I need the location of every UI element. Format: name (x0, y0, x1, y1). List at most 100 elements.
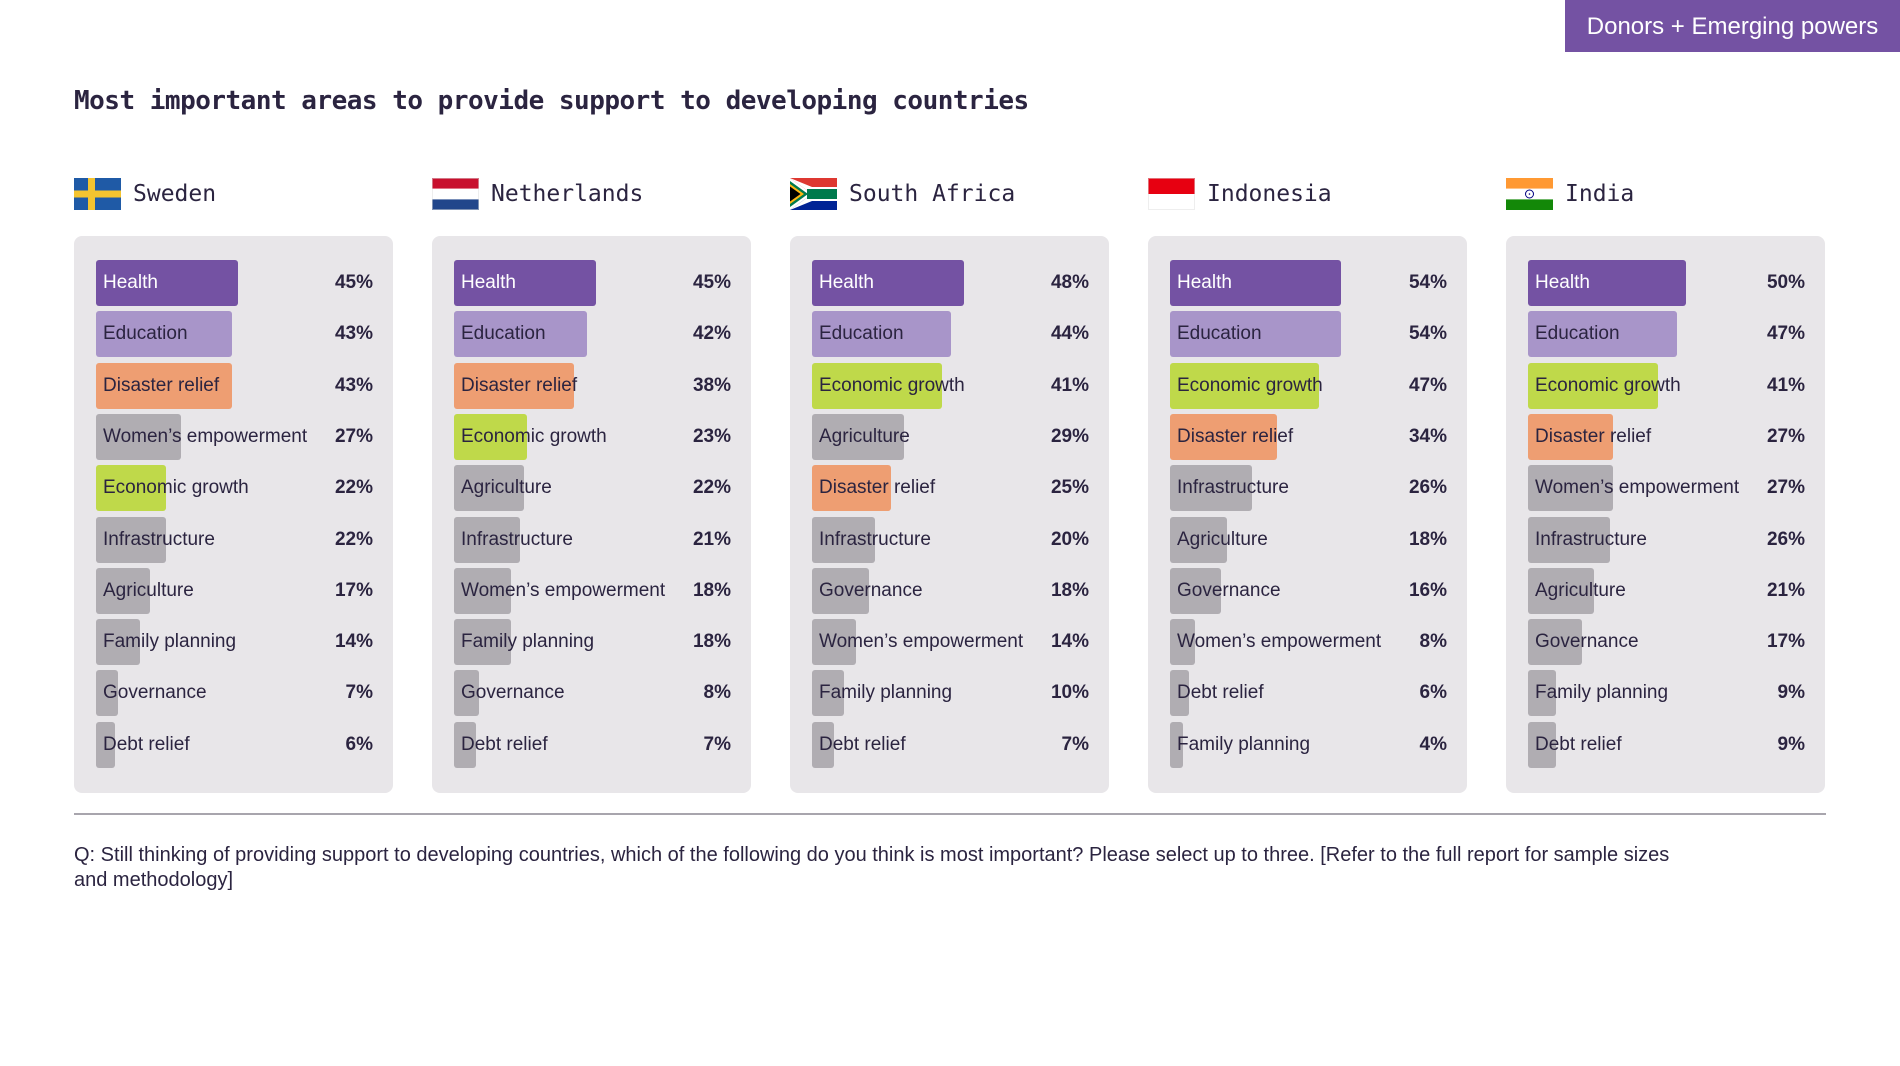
bar-women-s-empowerment (1170, 619, 1196, 666)
bar-education (1170, 311, 1341, 358)
bar-row: Agriculture 21% (1528, 567, 1805, 614)
bar-row: Health 54% (1170, 260, 1447, 306)
bar-women-s-empowerment (454, 567, 511, 614)
bar-agriculture (454, 465, 524, 512)
bar-family-planning (812, 670, 844, 717)
bar-value-label: 7% (703, 733, 731, 755)
bar-value-label: 7% (345, 682, 373, 704)
bar-row: Agriculture 17% (96, 567, 373, 614)
bar-governance (1528, 619, 1582, 666)
bar-agriculture (1528, 567, 1595, 614)
bar-row: Health 45% (454, 260, 731, 306)
bar-health (1528, 260, 1686, 306)
bar-value-label: 45% (692, 272, 731, 293)
sweden-header: Sweden (74, 176, 216, 212)
bar-label: Infrastructure (1535, 528, 1647, 550)
bar-row: Disaster relief 38% (454, 362, 731, 409)
bar-row: Governance 16% (1170, 567, 1447, 614)
bar-label: Infrastructure (819, 528, 931, 550)
bar-infrastructure (454, 516, 521, 563)
bar-label: Debt relief (819, 733, 906, 755)
bar-label: Health (461, 272, 516, 293)
bar-label: Governance (1535, 631, 1639, 653)
bar-label: Economic growth (1535, 374, 1681, 396)
bar-row: Health 45% (96, 260, 373, 306)
bar-row: Disaster relief 27% (1528, 413, 1805, 460)
bar-debt-relief (812, 721, 835, 768)
bar-value-label: 47% (1766, 323, 1805, 345)
bar-label: Health (1177, 272, 1232, 293)
bar-row: Economic growth 23% (454, 413, 731, 460)
bar-row: Disaster relief 25% (812, 465, 1089, 512)
netherlands-header: Netherlands (432, 176, 643, 212)
bar-row: Economic growth 41% (1528, 362, 1805, 409)
bar-women-s-empowerment (812, 619, 857, 666)
bar-value-label: 4% (1419, 733, 1447, 755)
bar-debt-relief (454, 721, 477, 768)
netherlands-flag-icon (432, 178, 479, 210)
bar-row: Agriculture 29% (812, 413, 1089, 460)
indonesia-flag-icon (1148, 178, 1195, 210)
bar-value-label: 8% (703, 682, 731, 704)
bar-debt-relief (1170, 670, 1189, 717)
bar-row: Infrastructure 26% (1170, 465, 1447, 512)
bar-row: Economic growth 22% (96, 465, 373, 512)
bar-row: Governance 17% (1528, 619, 1805, 666)
bar-debt-relief (1528, 721, 1557, 768)
bar-value-label: 16% (1408, 579, 1447, 601)
bar-value-label: 47% (1408, 374, 1447, 396)
india-title: India (1565, 181, 1635, 207)
bar-row: Family planning 4% (1170, 721, 1447, 768)
bar-label: Economic growth (819, 374, 965, 396)
bar-label: Debt relief (461, 733, 548, 755)
bar-label: Women’s empowerment (103, 425, 308, 447)
bar-row: Debt relief 6% (96, 721, 373, 768)
bar-label: Economic growth (103, 477, 249, 499)
bar-value-label: 17% (334, 579, 373, 601)
bar-label: Education (819, 323, 904, 345)
bar-value-label: 26% (1766, 528, 1805, 550)
indonesia-chart-panel: Health 54% Education 54% Economic growth 47% D… (1148, 236, 1467, 793)
bar-value-label: 23% (692, 425, 731, 447)
bar-value-label: 41% (1050, 374, 1089, 396)
bar-value-label: 17% (1766, 631, 1805, 653)
bar-health (454, 260, 597, 306)
bar-row: Economic growth 47% (1170, 362, 1447, 409)
bar-label: Women’s empowerment (1535, 477, 1740, 499)
bar-value-label: 42% (692, 323, 731, 345)
south-africa-header: South Africa (790, 176, 1015, 212)
bar-disaster-relief (1528, 413, 1614, 460)
bar-value-label: 6% (345, 733, 373, 755)
bar-row: Women’s empowerment 8% (1170, 619, 1447, 666)
bar-row: Education 42% (454, 311, 731, 358)
bar-label: Agriculture (819, 425, 910, 447)
bar-disaster-relief (96, 362, 232, 409)
bar-label: Disaster relief (1535, 425, 1652, 447)
bar-label: Infrastructure (103, 528, 215, 550)
bar-value-label: 14% (1050, 631, 1089, 653)
bar-value-label: 27% (1766, 425, 1805, 447)
bar-row: Education 44% (812, 311, 1089, 358)
bar-health (96, 260, 239, 306)
bar-row: Infrastructure 20% (812, 516, 1089, 563)
bar-economic-growth (1170, 362, 1319, 409)
bar-women-s-empowerment (1528, 465, 1614, 512)
bar-disaster-relief (454, 362, 575, 409)
divider (74, 813, 1826, 815)
bar-economic-growth (454, 413, 527, 460)
bar-family-planning (454, 619, 511, 666)
bar-value-label: 43% (334, 374, 373, 396)
bar-family-planning (96, 619, 141, 666)
bar-label: Governance (1177, 579, 1281, 601)
bar-label: Family planning (1535, 682, 1669, 704)
indonesia-header: Indonesia (1148, 176, 1332, 212)
bar-economic-growth (96, 465, 166, 512)
bar-agriculture (96, 567, 150, 614)
bar-label: Women’s empowerment (1177, 631, 1382, 653)
bar-agriculture (812, 413, 904, 460)
bar-label: Agriculture (1535, 579, 1626, 601)
india-flag-icon (1506, 178, 1553, 210)
bar-women-s-empowerment (96, 413, 182, 460)
bar-economic-growth (1528, 362, 1658, 409)
south-africa-flag-icon (790, 178, 837, 210)
